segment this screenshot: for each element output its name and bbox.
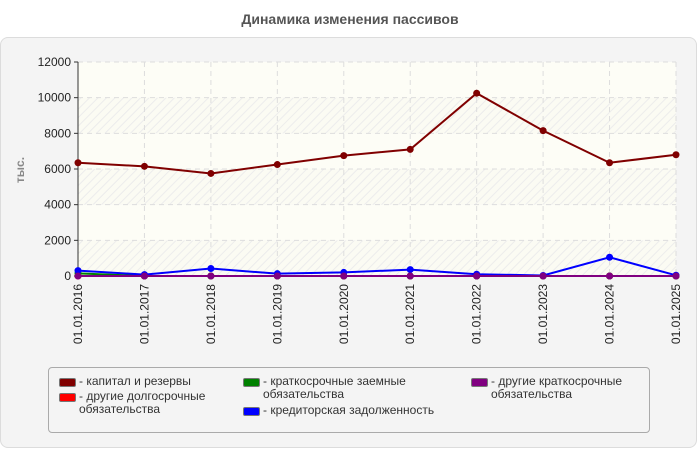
legend-item-shortterm-loans: - краткосрочные заемные обязательства <box>243 375 406 401</box>
svg-text:01.01.2023: 01.01.2023 <box>536 284 550 344</box>
svg-text:01.01.2020: 01.01.2020 <box>337 284 351 344</box>
y-axis-tick-labels: 0 2000 4000 6000 8000 10000 12000 <box>38 55 72 283</box>
svg-text:01.01.2025: 01.01.2025 <box>669 284 683 344</box>
legend-item-other-shortterm: - другие краткосрочные обязательства <box>471 375 622 401</box>
svg-text:6000: 6000 <box>44 162 71 176</box>
legend-item-payables: - кредиторская задолженность <box>243 404 434 417</box>
svg-text:01.01.2018: 01.01.2018 <box>204 284 218 344</box>
svg-text:12000: 12000 <box>38 55 72 69</box>
legend-item-capital: - капитал и резервы <box>59 375 191 388</box>
svg-text:01.01.2016: 01.01.2016 <box>71 284 85 344</box>
svg-text:01.01.2022: 01.01.2022 <box>470 284 484 344</box>
svg-text:01.01.2017: 01.01.2017 <box>137 284 151 344</box>
legend-swatch-icon <box>243 378 260 387</box>
svg-text:10000: 10000 <box>38 91 72 105</box>
legend-item-other-longterm: - другие долгосрочные обязательства <box>59 390 205 416</box>
data-series <box>74 89 680 280</box>
legend-swatch-icon <box>471 378 488 387</box>
svg-text:0: 0 <box>64 269 71 283</box>
legend-swatch-icon <box>59 378 76 387</box>
svg-text:8000: 8000 <box>44 126 71 140</box>
x-axis-tick-labels: 01.01.2016 01.01.2017 01.01.2018 01.01.2019… <box>71 284 683 344</box>
y-axis-label: тыс. <box>13 157 27 183</box>
svg-text:4000: 4000 <box>44 198 71 212</box>
chart-legend: - капитал и резервы - другие долгосрочны… <box>48 367 650 433</box>
chart-title: Динамика изменения пассивов <box>241 11 459 27</box>
plot-background <box>78 62 676 276</box>
legend-swatch-icon <box>243 407 260 416</box>
legend-swatch-icon <box>59 393 76 402</box>
svg-text:01.01.2024: 01.01.2024 <box>603 284 617 344</box>
svg-text:01.01.2019: 01.01.2019 <box>270 284 284 344</box>
svg-text:01.01.2021: 01.01.2021 <box>403 284 417 344</box>
svg-text:2000: 2000 <box>44 233 71 247</box>
